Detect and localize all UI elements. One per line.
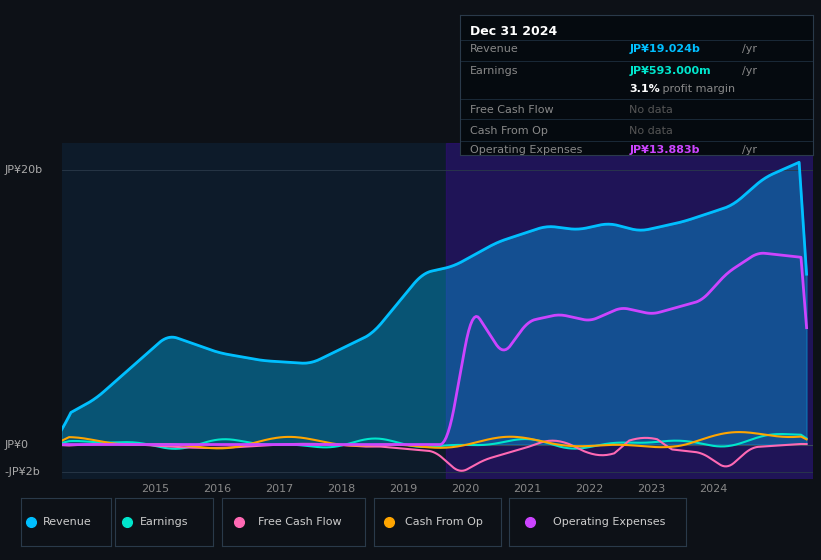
Text: Operating Expenses: Operating Expenses [470, 144, 583, 155]
Text: Earnings: Earnings [140, 517, 188, 527]
Text: Revenue: Revenue [470, 44, 519, 54]
Text: No data: No data [629, 105, 673, 115]
Text: /yr: /yr [742, 66, 757, 76]
Text: JP¥20b: JP¥20b [4, 165, 42, 175]
Text: /yr: /yr [742, 144, 757, 155]
Text: Free Cash Flow: Free Cash Flow [470, 105, 554, 115]
Text: JP¥13.883b: JP¥13.883b [629, 144, 699, 155]
Text: Cash From Op: Cash From Op [470, 125, 548, 136]
Text: Earnings: Earnings [470, 66, 519, 76]
Text: Free Cash Flow: Free Cash Flow [258, 517, 342, 527]
Text: Dec 31 2024: Dec 31 2024 [470, 25, 557, 38]
Bar [447, 143, 813, 479]
Text: -JP¥2b: -JP¥2b [4, 467, 40, 477]
Text: JP¥19.024b: JP¥19.024b [629, 44, 700, 54]
Text: Revenue: Revenue [44, 517, 92, 527]
Bar [447, 143, 813, 479]
Text: 3.1%: 3.1% [629, 85, 660, 94]
Text: JP¥593.000m: JP¥593.000m [629, 66, 711, 76]
Text: JP¥0: JP¥0 [4, 440, 28, 450]
Text: profit margin: profit margin [659, 85, 736, 94]
Text: Operating Expenses: Operating Expenses [553, 517, 666, 527]
Text: /yr: /yr [742, 44, 757, 54]
Text: Cash From Op: Cash From Op [406, 517, 484, 527]
Text: No data: No data [629, 125, 673, 136]
